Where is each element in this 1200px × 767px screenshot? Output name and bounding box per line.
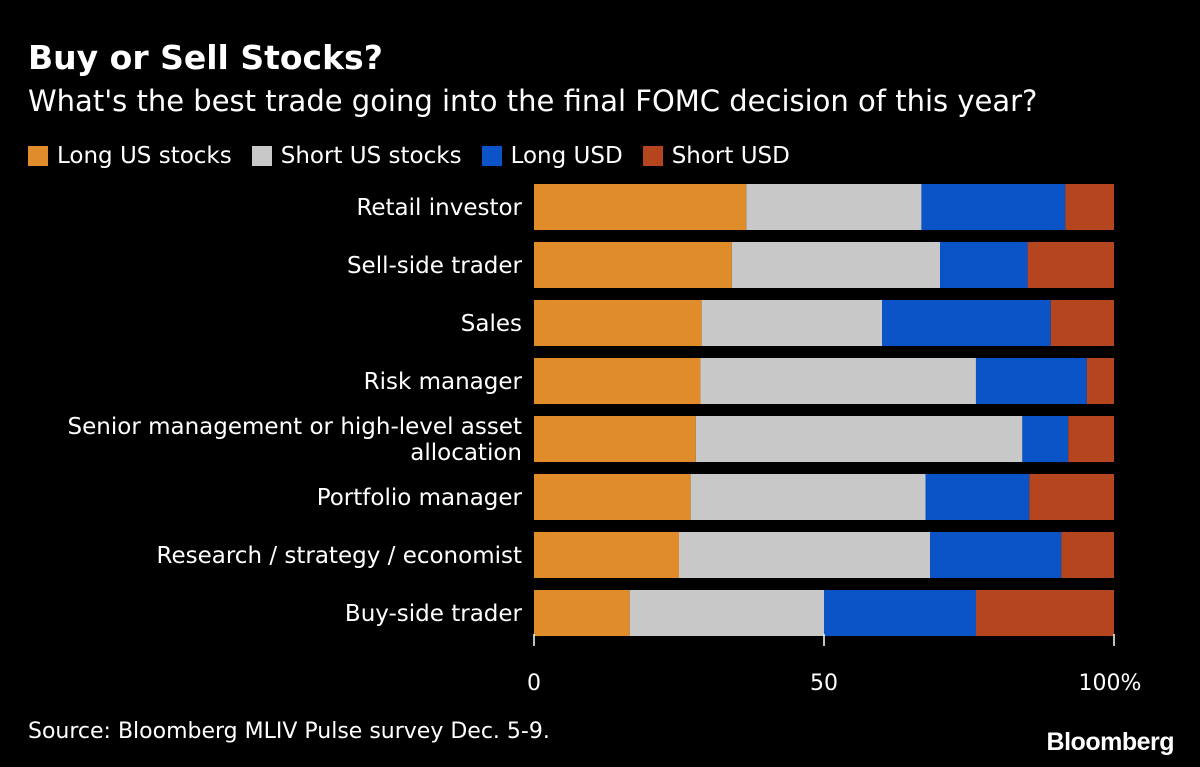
category-label-risk-manager: Risk manager bbox=[364, 369, 523, 395]
bar-segment-research-strategy-economist-long-usd bbox=[930, 532, 1062, 578]
bar-segment-sell-side-trader-long-us-stocks bbox=[534, 242, 732, 288]
bar-segment-research-strategy-economist-short-us-stocks bbox=[679, 532, 931, 578]
bar-segment-sales-long-usd bbox=[882, 300, 1051, 346]
chart-title: Buy or Sell Stocks? bbox=[28, 38, 383, 77]
legend-label-long-us-stocks: Long US stocks bbox=[57, 143, 232, 169]
legend-swatch-short-us-stocks bbox=[251, 146, 272, 166]
legend-item-long-usd: Long USD bbox=[481, 143, 623, 169]
legend-item-short-us-stocks: Short US stocks bbox=[251, 143, 462, 169]
x-tick-label-100: 100% bbox=[1079, 671, 1142, 696]
category-label-research-strategy-economist: Research / strategy / economist bbox=[157, 543, 522, 569]
legend-label-long-usd: Long USD bbox=[510, 143, 623, 169]
bloomberg-logo: Bloomberg bbox=[1046, 728, 1175, 756]
bar-segment-retail-investor-short-usd bbox=[1065, 184, 1114, 230]
category-label-sell-side-trader: Sell-side trader bbox=[347, 253, 523, 279]
bar-segment-sell-side-trader-short-us-stocks bbox=[731, 242, 940, 288]
bar-segment-retail-investor-short-us-stocks bbox=[746, 184, 922, 230]
legend-item-long-us-stocks: Long US stocks bbox=[28, 143, 232, 169]
bar-segment-retail-investor-long-us-stocks bbox=[534, 184, 747, 230]
legend-swatch-short-usd bbox=[642, 146, 663, 166]
category-label-sales: Sales bbox=[461, 311, 522, 337]
category-label-buy-side-trader: Buy-side trader bbox=[345, 601, 523, 627]
category-label-senior-management-or-high-level-asset-allocation: Senior management or high-level asset all… bbox=[68, 414, 522, 466]
category-label-portfolio-manager: Portfolio manager bbox=[317, 485, 523, 511]
legend-swatch-long-usd bbox=[481, 146, 502, 166]
bar-segment-buy-side-trader-short-usd bbox=[975, 590, 1114, 636]
bar-segment-research-strategy-economist-short-usd bbox=[1061, 532, 1114, 578]
legend: Long US stocks Short US stocks Long USD … bbox=[28, 140, 810, 172]
bar-segment-senior-management-or-high-level-asset-allocation-long-us-stocks bbox=[534, 416, 696, 462]
legend-label-short-us-stocks: Short US stocks bbox=[280, 143, 462, 169]
bar-segment-sales-short-usd bbox=[1050, 300, 1114, 346]
legend-label-short-usd: Short USD bbox=[671, 143, 790, 169]
bar-segment-sales-short-us-stocks bbox=[701, 300, 882, 346]
bar-segment-buy-side-trader-long-usd bbox=[824, 590, 976, 636]
bar-segment-research-strategy-economist-long-us-stocks bbox=[534, 532, 679, 578]
bar-segment-buy-side-trader-short-us-stocks bbox=[629, 590, 824, 636]
bar-segment-portfolio-manager-short-usd bbox=[1029, 474, 1114, 520]
bar-segment-senior-management-or-high-level-asset-allocation-short-usd bbox=[1068, 416, 1114, 462]
bar-segment-sell-side-trader-long-usd bbox=[940, 242, 1028, 288]
bar-segment-risk-manager-short-us-stocks bbox=[700, 358, 976, 404]
bar-segment-senior-management-or-high-level-asset-allocation-short-us-stocks bbox=[695, 416, 1023, 462]
x-tick-label-0: 0 bbox=[527, 671, 541, 696]
category-label-retail-investor: Retail investor bbox=[356, 195, 522, 221]
source-note: Source: Bloomberg MLIV Pulse survey Dec.… bbox=[28, 719, 550, 744]
x-tick-label-50: 50 bbox=[810, 671, 838, 696]
bar-segment-portfolio-manager-long-usd bbox=[925, 474, 1030, 520]
bar-segment-senior-management-or-high-level-asset-allocation-long-usd bbox=[1022, 416, 1069, 462]
bar-segment-risk-manager-long-us-stocks bbox=[534, 358, 701, 404]
legend-swatch-long-us-stocks bbox=[28, 146, 48, 166]
bar-segment-buy-side-trader-long-us-stocks bbox=[534, 590, 630, 636]
bar-segment-risk-manager-short-usd bbox=[1086, 358, 1114, 404]
chart-subtitle: What's the best trade going into the fin… bbox=[28, 84, 1038, 118]
bar-segment-portfolio-manager-short-us-stocks bbox=[690, 474, 926, 520]
bar-segment-portfolio-manager-long-us-stocks bbox=[534, 474, 691, 520]
bar-segment-risk-manager-long-usd bbox=[975, 358, 1087, 404]
bar-segment-retail-investor-long-usd bbox=[921, 184, 1066, 230]
legend-item-short-usd: Short USD bbox=[642, 143, 790, 169]
bar-segment-sales-long-us-stocks bbox=[534, 300, 702, 346]
bar-segment-sell-side-trader-short-usd bbox=[1027, 242, 1114, 288]
